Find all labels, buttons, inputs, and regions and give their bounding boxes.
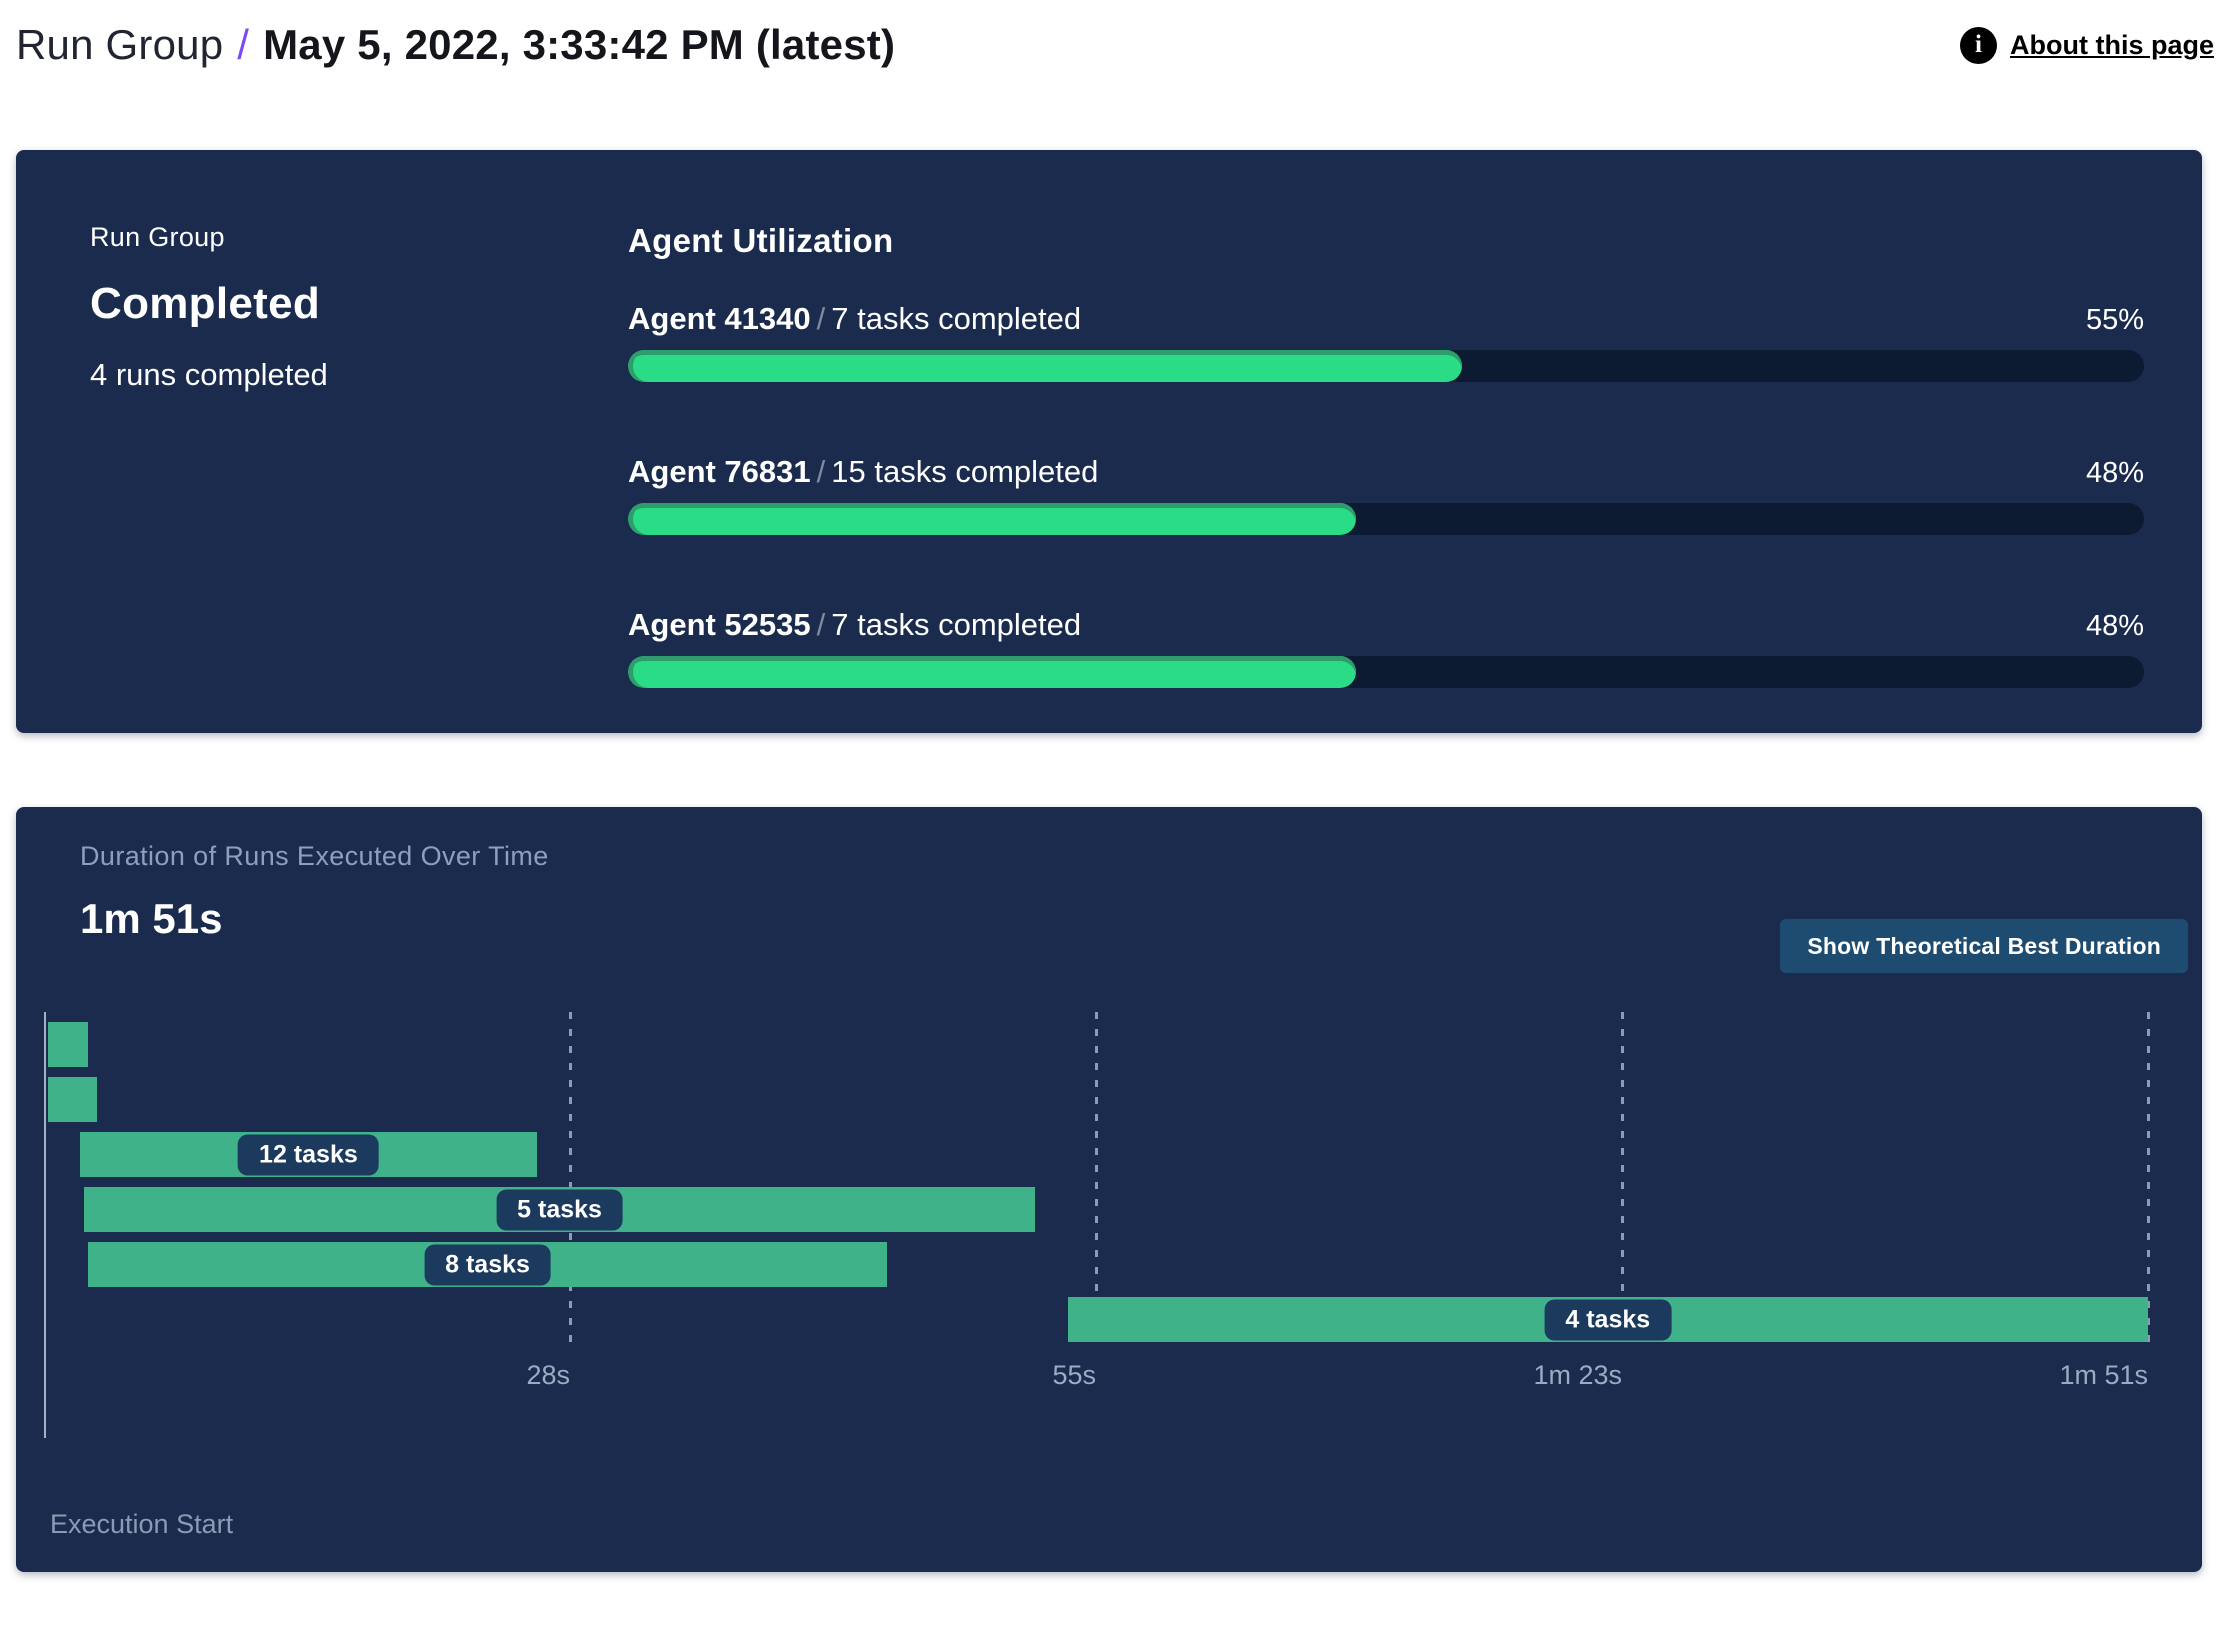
execution-start-label: Execution Start [50, 1509, 234, 1539]
run-task-count-badge: 4 tasks [1544, 1299, 1672, 1340]
breadcrumb-root[interactable]: Run Group [16, 21, 224, 68]
agent-utilization-row: Agent 52535/7 tasks completed 48% [628, 607, 2144, 688]
total-duration-value: 1m 51s [80, 895, 223, 942]
run-group-status: Completed [90, 279, 321, 328]
gridline [1094, 1012, 1098, 1352]
utilization-percent: 55% [2085, 304, 2144, 336]
agent-utilization-title: Agent Utilization [628, 222, 894, 259]
summary-column: Run Group Completed 4 runs completed [16, 150, 628, 733]
agent-utilization-row: Agent 76831/15 tasks completed 48% [628, 454, 2144, 535]
run-task-count-badge: 12 tasks [238, 1134, 379, 1175]
label-separator: / [816, 607, 826, 642]
show-theoretical-best-duration-button[interactable]: Show Theoretical Best Duration [1780, 919, 2188, 973]
x-axis-tick-label: 1m 23s [1533, 1360, 1622, 1390]
utilization-progress-track [628, 656, 2144, 688]
summary-label: Run Group [90, 222, 225, 252]
page-title: May 5, 2022, 3:33:42 PM (latest) [263, 21, 896, 68]
agent-row-label: Agent 41340/7 tasks completed [628, 301, 1081, 337]
run-duration-bar[interactable]: 5 tasks [83, 1187, 1036, 1232]
about-this-page-link[interactable]: i About this page [1960, 26, 2214, 64]
gantt-chart: 12 tasks 5 tasks 8 tasks 4 tasks 28s 55s 1m 2… [44, 1012, 2150, 1442]
y-axis-line [44, 1012, 46, 1438]
run-task-count-badge: 5 tasks [496, 1189, 623, 1230]
run-duration-bar[interactable] [47, 1077, 98, 1122]
agent-name: Agent 52535 [628, 607, 811, 642]
info-icon: i [1960, 26, 1997, 64]
duration-chart-title: Duration of Runs Executed Over Time [80, 841, 549, 871]
duration-panel: Duration of Runs Executed Over Time 1m 5… [16, 807, 2202, 1572]
utilization-progress-track [628, 350, 2144, 382]
breadcrumb-separator: / [237, 21, 250, 68]
agent-utilization-row: Agent 41340/7 tasks completed 55% [628, 301, 2144, 382]
gridline [568, 1012, 572, 1352]
breadcrumb: Run Group / May 5, 2022, 3:33:42 PM (lates… [16, 21, 895, 69]
utilization-percent: 48% [2085, 457, 2144, 489]
run-duration-bar[interactable]: 4 tasks [1067, 1297, 2148, 1342]
agent-name: Agent 41340 [628, 301, 811, 336]
x-axis-tick-label: 1m 51s [2059, 1360, 2148, 1390]
utilization-progress-fill [628, 656, 1356, 688]
gridline [2146, 1012, 2150, 1352]
runs-completed-count: 4 runs completed [90, 357, 328, 392]
utilization-progress-fill [628, 350, 1462, 382]
agent-tasks-completed: 7 tasks completed [831, 607, 1082, 642]
agent-tasks-completed: 15 tasks completed [831, 454, 1099, 489]
label-separator: / [816, 301, 826, 336]
agent-row-label: Agent 52535/7 tasks completed [628, 607, 1081, 643]
agent-name: Agent 76831 [628, 454, 811, 489]
run-task-count-badge: 8 tasks [424, 1244, 551, 1285]
x-axis-tick-label: 28s [526, 1360, 570, 1390]
run-group-summary-panel: Run Group Completed 4 runs completed Age… [16, 150, 2202, 733]
utilization-percent: 48% [2085, 610, 2144, 642]
run-duration-bar[interactable] [47, 1022, 88, 1067]
label-separator: / [816, 454, 826, 489]
page-header: Run Group / May 5, 2022, 3:33:42 PM (lates… [0, 0, 2240, 74]
x-axis-tick-label: 55s [1052, 1360, 1096, 1390]
agent-tasks-completed: 7 tasks completed [831, 301, 1082, 336]
run-duration-bar[interactable]: 12 tasks [80, 1132, 537, 1177]
run-duration-bar[interactable]: 8 tasks [87, 1242, 888, 1287]
utilization-progress-track [628, 503, 2144, 535]
agent-row-label: Agent 76831/15 tasks completed [628, 454, 1098, 490]
agent-utilization-section: Agent Utilization Agent 41340/7 tasks co… [628, 150, 2202, 733]
gridline [1620, 1012, 1624, 1352]
utilization-progress-fill [628, 503, 1356, 535]
about-link-label: About this page [2010, 29, 2214, 60]
